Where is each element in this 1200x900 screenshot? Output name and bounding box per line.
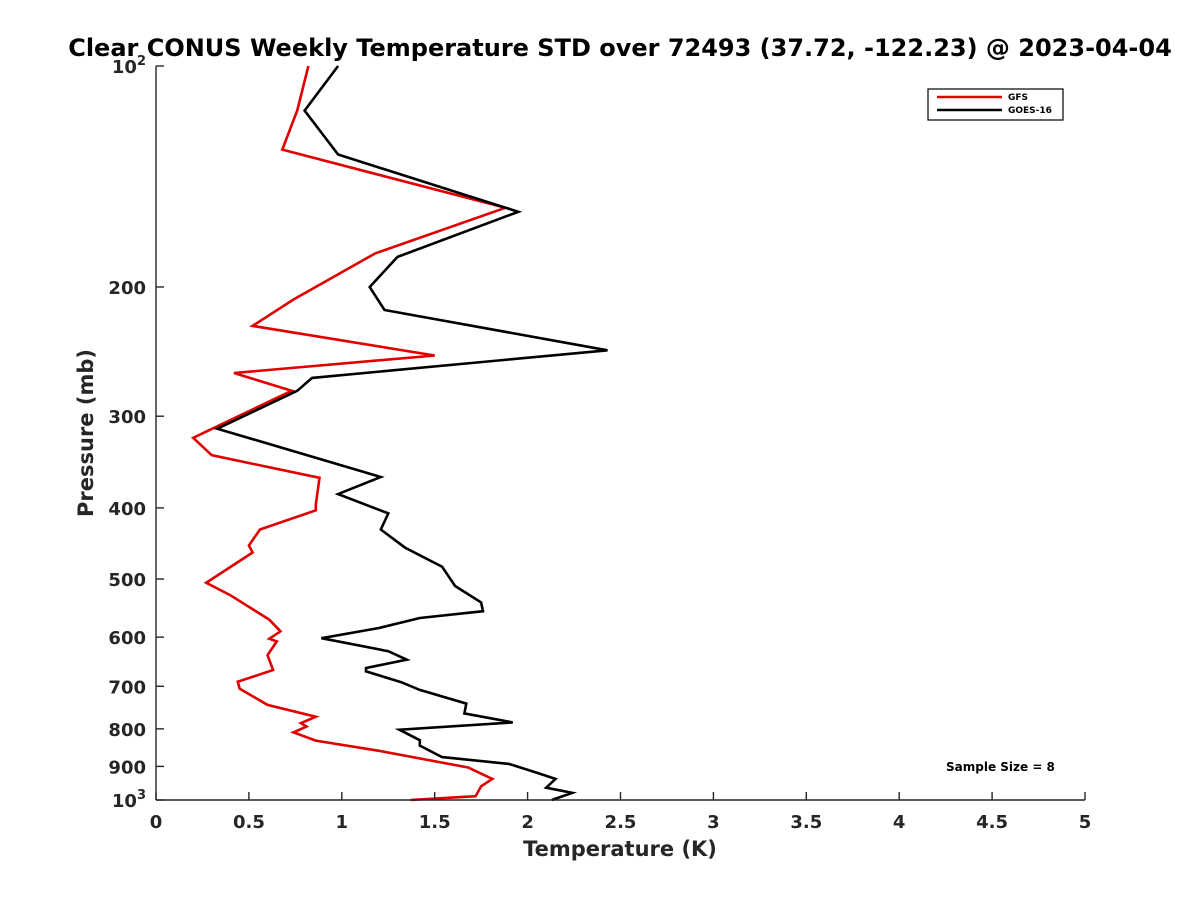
series-layer	[190, 65, 608, 802]
series-line-gfs	[190, 65, 510, 802]
x-tick-label: 3.5	[790, 812, 822, 833]
y-tick-label: 600	[108, 628, 146, 649]
y-tick-label: 400	[108, 499, 146, 520]
y-tick-label: 103	[112, 788, 146, 812]
y-tick-label: 800	[108, 720, 146, 741]
x-tick-label: 1	[336, 812, 349, 833]
x-tick-label: 1.5	[419, 812, 451, 833]
legend-box	[927, 88, 1064, 121]
y-tick-label: 900	[108, 757, 146, 778]
x-tick-label: 2	[521, 812, 534, 833]
y-tick-label: 700	[108, 677, 146, 698]
x-tick-label: 0.5	[233, 812, 265, 833]
chart-title: Clear CONUS Weekly Temperature STD over …	[68, 34, 1172, 62]
x-tick-label: 4.5	[976, 812, 1008, 833]
y-tick-label: 200	[108, 278, 146, 299]
x-tick-label: 4	[893, 812, 906, 833]
x-tick-label: 5	[1079, 812, 1092, 833]
series-line-goes16	[213, 65, 608, 802]
sample-size-annotation: Sample Size = 8	[946, 760, 1055, 774]
y-tick-label: 102	[112, 54, 146, 78]
axes-layer: 0 0.5 1 1.5 2 2.5 3 3.5 4 4.5 5 102 200 300 400 500 600 7…	[108, 54, 1091, 833]
y-tick-label: 300	[108, 407, 146, 428]
x-tick-label: 2.5	[605, 812, 637, 833]
y-axis-label: Pressure (mb)	[74, 349, 98, 517]
legend: GFS GOES-16	[927, 88, 1064, 121]
x-tick-label: 3	[707, 812, 720, 833]
x-axis-label: Temperature (K)	[523, 837, 717, 861]
y-tick-label: 500	[108, 570, 146, 591]
x-tick-label: 0	[150, 812, 163, 833]
legend-label-goes16: GOES-16	[1008, 106, 1052, 116]
legend-label-gfs: GFS	[1008, 93, 1028, 103]
